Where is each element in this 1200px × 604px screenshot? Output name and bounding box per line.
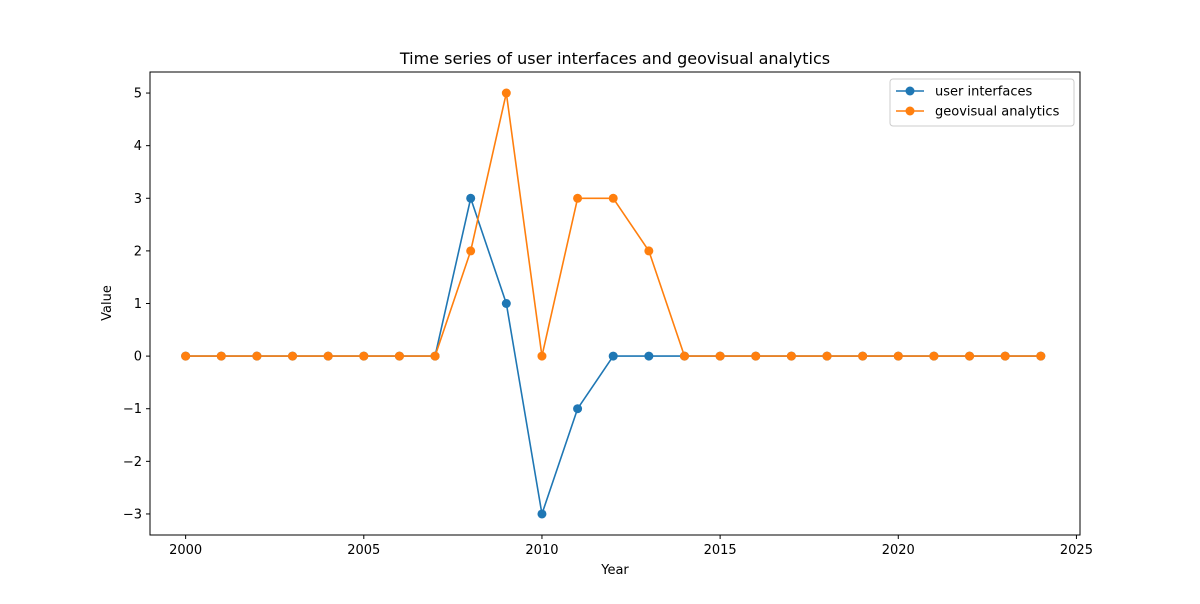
y-axis: −3 −2 −1 0 1 2 3 4 5: [123, 87, 150, 522]
y-tick-label: −2: [123, 455, 142, 470]
data-point: [181, 351, 191, 361]
data-point: [893, 351, 903, 361]
legend-label: user interfaces: [935, 85, 1032, 100]
data-point: [252, 351, 262, 361]
y-tick-label: 2: [134, 244, 142, 259]
data-point: [501, 299, 511, 308]
data-point: [929, 351, 939, 361]
legend-item: geovisual analytics: [896, 105, 1060, 120]
legend-box: [889, 78, 1075, 127]
data-point: [822, 351, 832, 361]
legend: user interfaces geovisual analytics: [889, 78, 1075, 127]
data-point: [430, 351, 440, 361]
legend-label: geovisual analytics: [935, 105, 1060, 120]
y-tick-label: 1: [134, 297, 142, 312]
x-tick-label: 2000: [169, 543, 202, 558]
data-point: [216, 351, 226, 361]
y-tick-label: −3: [123, 507, 142, 522]
y-tick-label: 3: [134, 192, 142, 207]
data-point: [786, 351, 796, 361]
data-point: [573, 193, 583, 203]
y-tick-label: 4: [134, 139, 142, 154]
data-point: [1000, 351, 1010, 361]
data-point: [608, 351, 618, 361]
data-point: [751, 351, 761, 361]
legend-marker: [905, 106, 915, 116]
x-tick-label: 2005: [347, 543, 380, 558]
legend-item: user interfaces: [896, 85, 1032, 100]
chart-title: Time series of user interfaces and geovi…: [399, 49, 830, 68]
data-point: [573, 404, 583, 414]
data-point: [323, 351, 333, 361]
data-point: [644, 246, 654, 256]
y-tick-label: 5: [134, 87, 142, 102]
data-point: [715, 351, 725, 361]
data-point: [858, 351, 868, 361]
y-axis-label: Value: [100, 285, 115, 321]
data-point: [288, 351, 298, 361]
data-point: [537, 509, 547, 519]
data-point: [644, 351, 654, 361]
series-layer: [181, 88, 1046, 519]
y-tick-label: 0: [134, 350, 142, 365]
legend-marker: [905, 86, 915, 96]
x-axis-label: Year: [600, 563, 629, 578]
data-point: [608, 193, 618, 203]
data-point: [394, 351, 404, 361]
x-tick-label: 2025: [1060, 543, 1093, 558]
data-point: [466, 193, 476, 203]
data-point: [359, 351, 369, 361]
x-tick-label: 2015: [704, 543, 737, 558]
data-point: [679, 351, 689, 361]
series-geovisual-analytics: [181, 88, 1046, 361]
data-point: [501, 88, 511, 98]
x-axis: 2000 2005 2010 2015 2020 2025: [169, 535, 1093, 558]
data-point: [466, 246, 476, 256]
x-tick-label: 2020: [882, 543, 915, 558]
x-tick-label: 2010: [525, 543, 558, 558]
data-point: [1036, 351, 1046, 361]
data-point: [537, 351, 547, 361]
y-tick-label: −1: [123, 402, 142, 417]
data-point: [965, 351, 975, 361]
